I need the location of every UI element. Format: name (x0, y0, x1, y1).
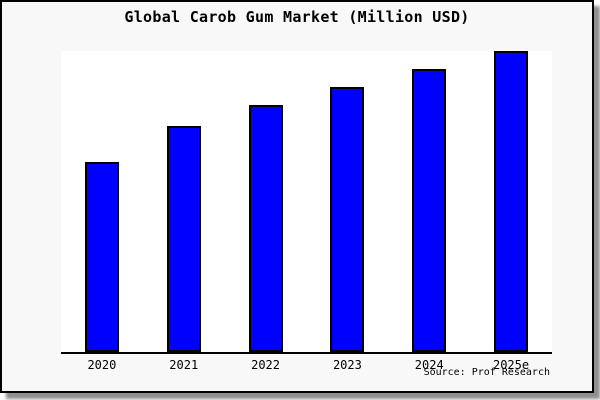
x-tick-label-2023: 2023 (332, 358, 362, 372)
bar-slot-2024 (388, 51, 470, 352)
source-credit: Source: Prof Research (423, 367, 550, 378)
bar-2021 (166, 126, 201, 352)
bar-2025e (494, 51, 529, 352)
bar-2024 (412, 69, 447, 352)
x-tick-label-2024: 2024 (414, 358, 444, 372)
bar-slot-2020 (61, 51, 143, 352)
bar-2023 (330, 87, 365, 352)
x-tick-label-2021: 2021 (169, 358, 199, 372)
bar-slot-2025e (470, 51, 552, 352)
bars (61, 51, 552, 352)
chart-frame: Global Carob Gum Market (Million USD) 20… (0, 0, 594, 393)
bar-2020 (84, 162, 119, 352)
bar-slot-2021 (143, 51, 225, 352)
plot-area (61, 51, 552, 354)
bar-slot-2023 (306, 51, 388, 352)
x-axis-labels: 2020 2021 2022 2023 2024 2025e (61, 358, 552, 372)
bar-2022 (248, 105, 283, 352)
bar-slot-2022 (225, 51, 307, 352)
chart-title: Global Carob Gum Market (Million USD) (124, 8, 470, 26)
x-tick-label-2020: 2020 (87, 358, 117, 372)
x-tick-label-2022: 2022 (251, 358, 281, 372)
x-tick-label-2025e: 2025e (492, 358, 530, 372)
